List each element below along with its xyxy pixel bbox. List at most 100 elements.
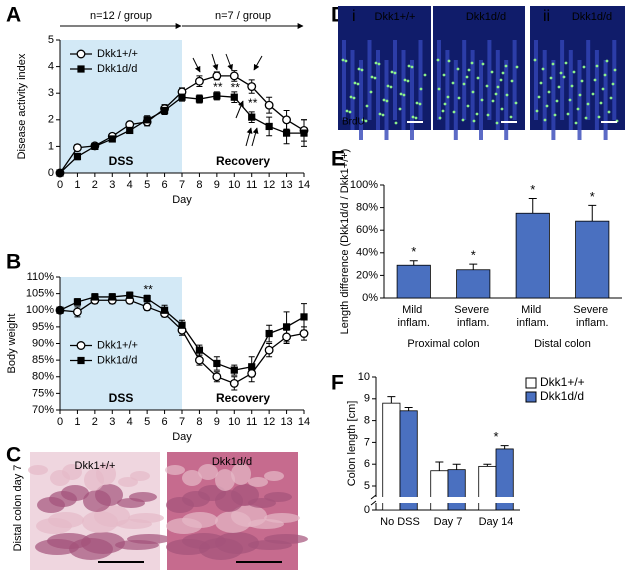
sublabel: i — [352, 8, 356, 25]
x-tick-label: 8 — [196, 416, 202, 428]
brdu-cell — [369, 90, 373, 94]
significance: * — [530, 182, 535, 197]
crypt — [534, 40, 538, 120]
brdu-cell — [419, 87, 423, 91]
y-tick-label: 9 — [364, 393, 370, 405]
region-label: DSS — [109, 391, 134, 405]
tissue — [215, 511, 251, 533]
legend-label: Dkk1d/d — [540, 389, 584, 403]
y-tick-label: 60% — [356, 224, 378, 236]
brdu-cell — [403, 78, 407, 82]
brdu-cell — [533, 58, 537, 62]
marker — [56, 306, 64, 314]
marker — [248, 113, 256, 121]
brdu-cell — [555, 99, 559, 103]
tissue — [182, 470, 202, 486]
tissue — [215, 469, 235, 491]
marker — [229, 71, 239, 81]
marker — [264, 100, 274, 110]
marker — [229, 378, 239, 388]
brdu-cell — [447, 59, 451, 63]
brdu-cell — [361, 118, 365, 122]
x-tick-label: 10 — [228, 179, 240, 191]
significance: * — [590, 189, 595, 204]
marker — [108, 135, 116, 143]
legend-marker — [76, 49, 86, 59]
y-tick-label: 0% — [362, 292, 378, 304]
header-label: n=7 / group — [215, 10, 271, 22]
stain-label: BrdU — [342, 117, 365, 128]
panel-letter: A — [6, 4, 21, 27]
marker — [142, 302, 152, 312]
brdu-cell — [466, 104, 470, 108]
x-tick-label: 6 — [162, 416, 168, 428]
image-label: Dkk1+/+ — [75, 460, 116, 472]
significance: ** — [248, 96, 258, 110]
crypt — [612, 40, 617, 120]
marker — [72, 143, 82, 153]
region-label: Recovery — [216, 391, 270, 405]
tissue — [69, 538, 113, 560]
brdu-cell — [441, 109, 445, 113]
y-tick-label: 7 — [364, 436, 370, 448]
brdu-cell — [344, 59, 348, 63]
tissue — [35, 539, 79, 555]
bar — [575, 220, 610, 299]
brdu-cell — [394, 121, 398, 125]
marker — [247, 82, 257, 91]
brdu-cell — [385, 99, 389, 103]
crypt — [603, 60, 608, 140]
y-axis-label: Disease activity index — [16, 53, 28, 159]
x-tick-label: 0 — [57, 416, 63, 428]
crypt — [495, 50, 500, 130]
brdu-cell — [495, 121, 499, 125]
brdu-cell — [509, 115, 513, 119]
brdu-cell — [591, 92, 595, 96]
brdu-cell — [406, 79, 410, 83]
crypt — [542, 50, 547, 130]
marker — [212, 71, 222, 81]
y-tick-label: 90% — [32, 337, 54, 349]
brdu-cell — [465, 75, 469, 79]
x-tick-label: 0 — [57, 179, 63, 191]
x-tick-label: 9 — [214, 179, 220, 191]
x-tick-label: Severe inflam. — [573, 304, 611, 329]
panel-letter: C — [6, 444, 21, 467]
image-label: Dkk1d/d — [466, 11, 506, 23]
brdu-cell — [568, 98, 572, 102]
x-tick-label: 1 — [74, 179, 80, 191]
crypt — [418, 40, 423, 120]
brdu-cell — [438, 116, 442, 120]
brdu-cell — [505, 93, 509, 97]
x-tick-label: 2 — [92, 179, 98, 191]
marker — [212, 372, 222, 382]
header-label: n=12 / group — [90, 10, 152, 22]
legend-label: Dkk1+/+ — [97, 339, 138, 351]
x-tick-label: 13 — [280, 179, 292, 191]
brdu-cell — [414, 116, 418, 120]
brdu-cell — [500, 107, 504, 111]
brdu-cell — [537, 95, 541, 99]
side-label: Distal colon day 7 — [12, 465, 24, 552]
panel-letter: E — [331, 148, 345, 171]
brdu-cell — [457, 96, 461, 100]
brdu-cell — [378, 112, 382, 116]
brdu-cell — [481, 62, 485, 66]
y-axis-label: Colon length [cm] — [346, 401, 358, 487]
y-tick-label: 70% — [32, 404, 54, 416]
marker — [247, 368, 257, 378]
y-tick-label: 2 — [48, 114, 54, 126]
brdu-cell — [386, 84, 390, 88]
y-tick-label: 40% — [356, 247, 378, 259]
brdu-cell — [514, 101, 518, 105]
error-bar — [387, 396, 396, 404]
brdu-cell — [352, 96, 356, 100]
crypt — [586, 40, 591, 120]
bar — [515, 212, 550, 299]
brdu-cell — [496, 85, 500, 89]
brdu-cell — [607, 110, 611, 114]
brdu-cell — [410, 65, 414, 69]
marker — [300, 129, 308, 137]
brdu-cell — [442, 73, 446, 77]
